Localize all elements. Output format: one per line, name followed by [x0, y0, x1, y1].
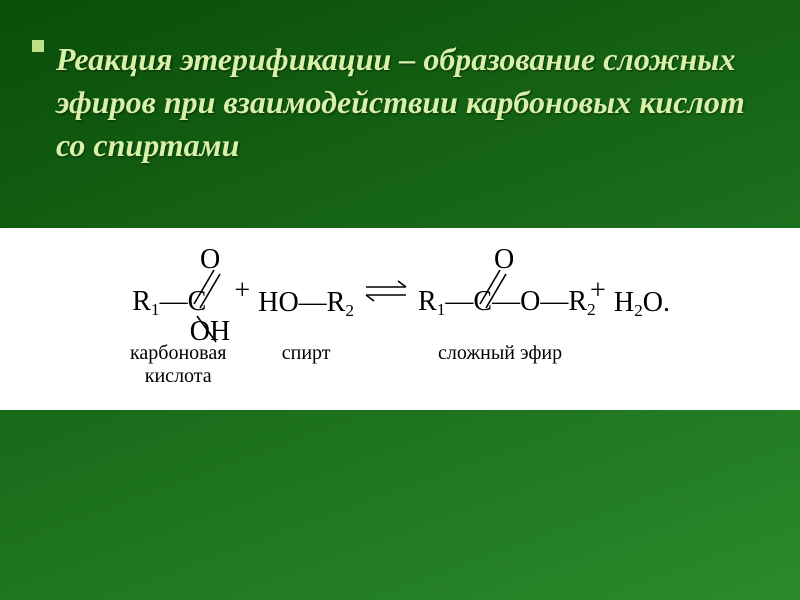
equilibrium-operator — [354, 246, 418, 336]
ester-r2-sub: 2 — [587, 300, 596, 320]
carboxylic-acid: R1—C O OH карбоновая кислота — [130, 246, 226, 388]
carboxyl-structure: R1—C O OH — [132, 246, 224, 336]
ester-structure: R1—C—O—R2 O — [418, 246, 582, 336]
alcohol: HO—R2 спирт — [258, 246, 354, 365]
plus-operator-1: + — [226, 246, 258, 336]
carboxylic-acid-label: карбоновая кислота — [130, 342, 226, 388]
alcohol-bond: — — [299, 287, 327, 319]
water-h: H — [614, 287, 634, 319]
alcohol-ho: HO — [258, 287, 298, 319]
water-o: O. — [643, 287, 670, 319]
ester-bonds — [418, 246, 582, 346]
ester: R1—C—O—R2 O сложный эфир — [418, 246, 582, 365]
alcohol-r: R — [327, 287, 346, 319]
alcohol-structure: HO—R2 — [258, 246, 354, 336]
equilibrium-arrows-icon — [362, 277, 410, 305]
water-structure: H2O. — [614, 246, 670, 336]
reaction-panel: R1—C O OH карбоновая кислота + HO—R2 спи… — [0, 228, 800, 410]
alcohol-r-sub: 2 — [345, 301, 354, 321]
slide-title: Реакция этерификации – образование сложн… — [56, 38, 752, 168]
water: H2O. — [614, 246, 670, 342]
title-accent-box — [32, 40, 44, 52]
carboxyl-bonds — [132, 246, 224, 346]
alcohol-label: спирт — [282, 342, 331, 365]
water-sub: 2 — [634, 301, 643, 321]
title-region: Реакция этерификации – образование сложн… — [0, 0, 800, 188]
slide: Реакция этерификации – образование сложн… — [0, 0, 800, 600]
